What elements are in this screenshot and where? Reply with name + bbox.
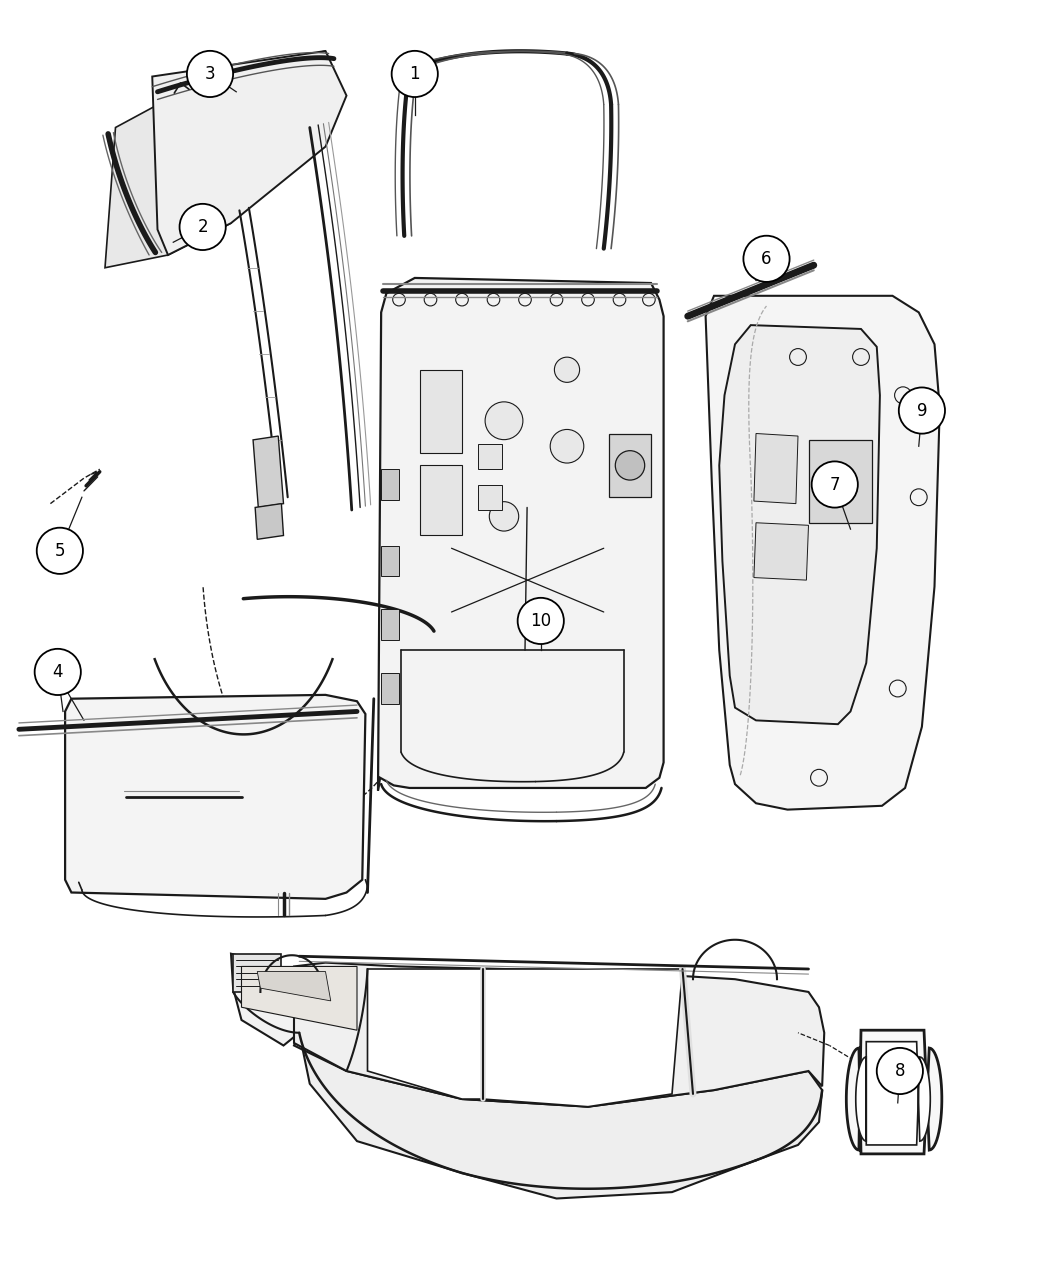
Polygon shape — [478, 444, 502, 469]
Text: 9: 9 — [917, 402, 927, 419]
Polygon shape — [420, 465, 462, 536]
Polygon shape — [255, 504, 284, 539]
Polygon shape — [368, 969, 483, 1099]
Text: 5: 5 — [55, 542, 65, 560]
Polygon shape — [381, 609, 399, 640]
Circle shape — [877, 1048, 923, 1094]
Polygon shape — [378, 278, 664, 790]
Polygon shape — [381, 469, 399, 500]
Polygon shape — [152, 51, 346, 255]
Text: 7: 7 — [830, 476, 840, 493]
Polygon shape — [294, 963, 824, 1107]
Polygon shape — [846, 1030, 942, 1154]
Polygon shape — [65, 695, 365, 899]
Polygon shape — [257, 972, 331, 1001]
Polygon shape — [231, 954, 299, 1046]
Polygon shape — [483, 969, 682, 1107]
Text: 6: 6 — [761, 250, 772, 268]
Circle shape — [554, 357, 580, 382]
Polygon shape — [253, 436, 284, 507]
Polygon shape — [478, 484, 502, 510]
Polygon shape — [105, 51, 326, 268]
Circle shape — [518, 598, 564, 644]
Polygon shape — [242, 966, 357, 1030]
Polygon shape — [856, 1042, 930, 1145]
Circle shape — [743, 236, 790, 282]
Polygon shape — [294, 1033, 822, 1198]
Circle shape — [187, 51, 233, 97]
Circle shape — [550, 430, 584, 463]
Circle shape — [180, 204, 226, 250]
Polygon shape — [706, 296, 940, 810]
Circle shape — [899, 388, 945, 434]
Circle shape — [489, 501, 519, 532]
Circle shape — [485, 402, 523, 440]
Text: 10: 10 — [530, 612, 551, 630]
Text: 3: 3 — [205, 65, 215, 83]
Polygon shape — [754, 434, 798, 504]
Polygon shape — [420, 370, 462, 453]
Polygon shape — [609, 434, 651, 497]
Circle shape — [615, 450, 645, 481]
Polygon shape — [233, 954, 281, 992]
Polygon shape — [808, 440, 871, 523]
Text: 1: 1 — [410, 65, 420, 83]
Text: 4: 4 — [52, 663, 63, 681]
Polygon shape — [381, 673, 399, 704]
Text: 2: 2 — [197, 218, 208, 236]
Circle shape — [392, 51, 438, 97]
Polygon shape — [754, 523, 808, 580]
Circle shape — [35, 649, 81, 695]
Polygon shape — [381, 546, 399, 576]
Polygon shape — [719, 325, 880, 724]
Circle shape — [37, 528, 83, 574]
Text: 8: 8 — [895, 1062, 905, 1080]
Circle shape — [812, 462, 858, 507]
